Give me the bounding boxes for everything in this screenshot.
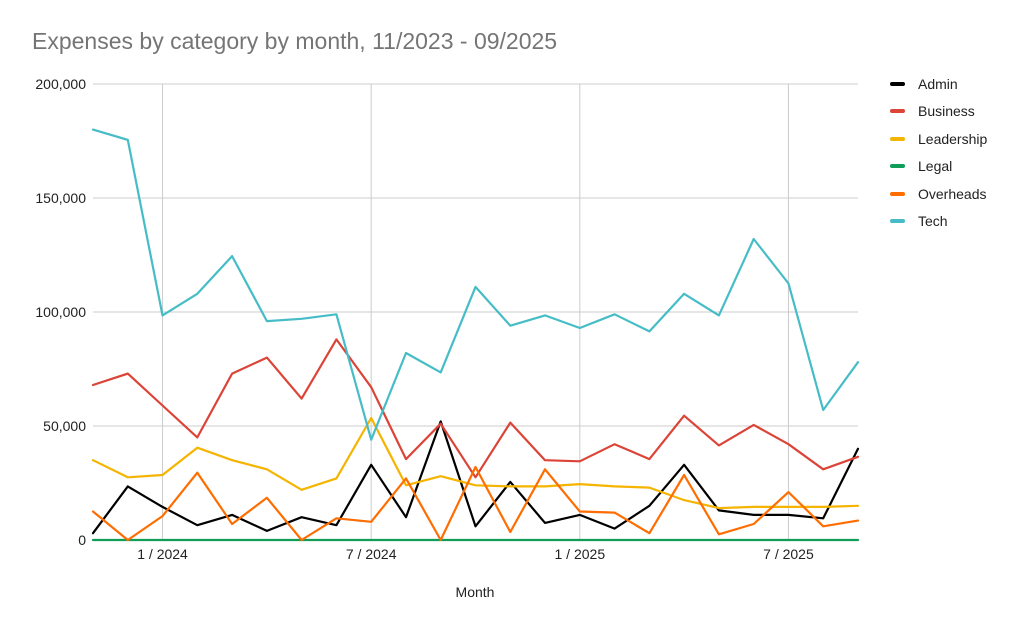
legend-swatch xyxy=(890,164,905,169)
y-tick-label: 100,000 xyxy=(35,304,86,320)
x-axis-title: Month xyxy=(455,584,495,600)
y-tick-label: 0 xyxy=(78,532,86,548)
legend-label: Leadership xyxy=(918,130,988,147)
legend-swatch xyxy=(890,191,905,196)
x-tick-label: 7 / 2025 xyxy=(763,546,814,562)
legend-swatch xyxy=(890,218,905,223)
series-line-admin xyxy=(91,420,860,535)
legend-label: Admin xyxy=(918,76,958,92)
legend-label: Business xyxy=(918,103,975,120)
x-tick-label: 1 / 2024 xyxy=(137,546,188,562)
legend-label: Tech xyxy=(918,212,948,229)
series-lines xyxy=(91,128,860,542)
legend-swatch xyxy=(890,136,905,141)
legend-swatch xyxy=(890,82,905,86)
series-line-business xyxy=(91,338,860,479)
y-tick-label: 200,000 xyxy=(35,76,86,92)
axes: 0 50,000 100,000 150,000 200,000 1 / 2024 7 / … xyxy=(35,76,858,562)
grid xyxy=(93,83,858,540)
x-tick-label: 7 / 2024 xyxy=(346,546,397,562)
x-tick-label: 1 / 2025 xyxy=(555,546,606,562)
legend-label: Overheads xyxy=(918,185,987,202)
series-line-tech xyxy=(91,128,860,441)
series-line-leadership xyxy=(91,416,860,510)
legend-label: Legal xyxy=(918,158,953,175)
legend-swatch xyxy=(890,109,905,114)
y-tick-label: 50,000 xyxy=(43,418,86,434)
series-line-overheads xyxy=(91,465,860,542)
y-tick-label: 150,000 xyxy=(35,190,86,206)
chart-title: Expenses by category by month, 11/2023 -… xyxy=(32,28,558,54)
